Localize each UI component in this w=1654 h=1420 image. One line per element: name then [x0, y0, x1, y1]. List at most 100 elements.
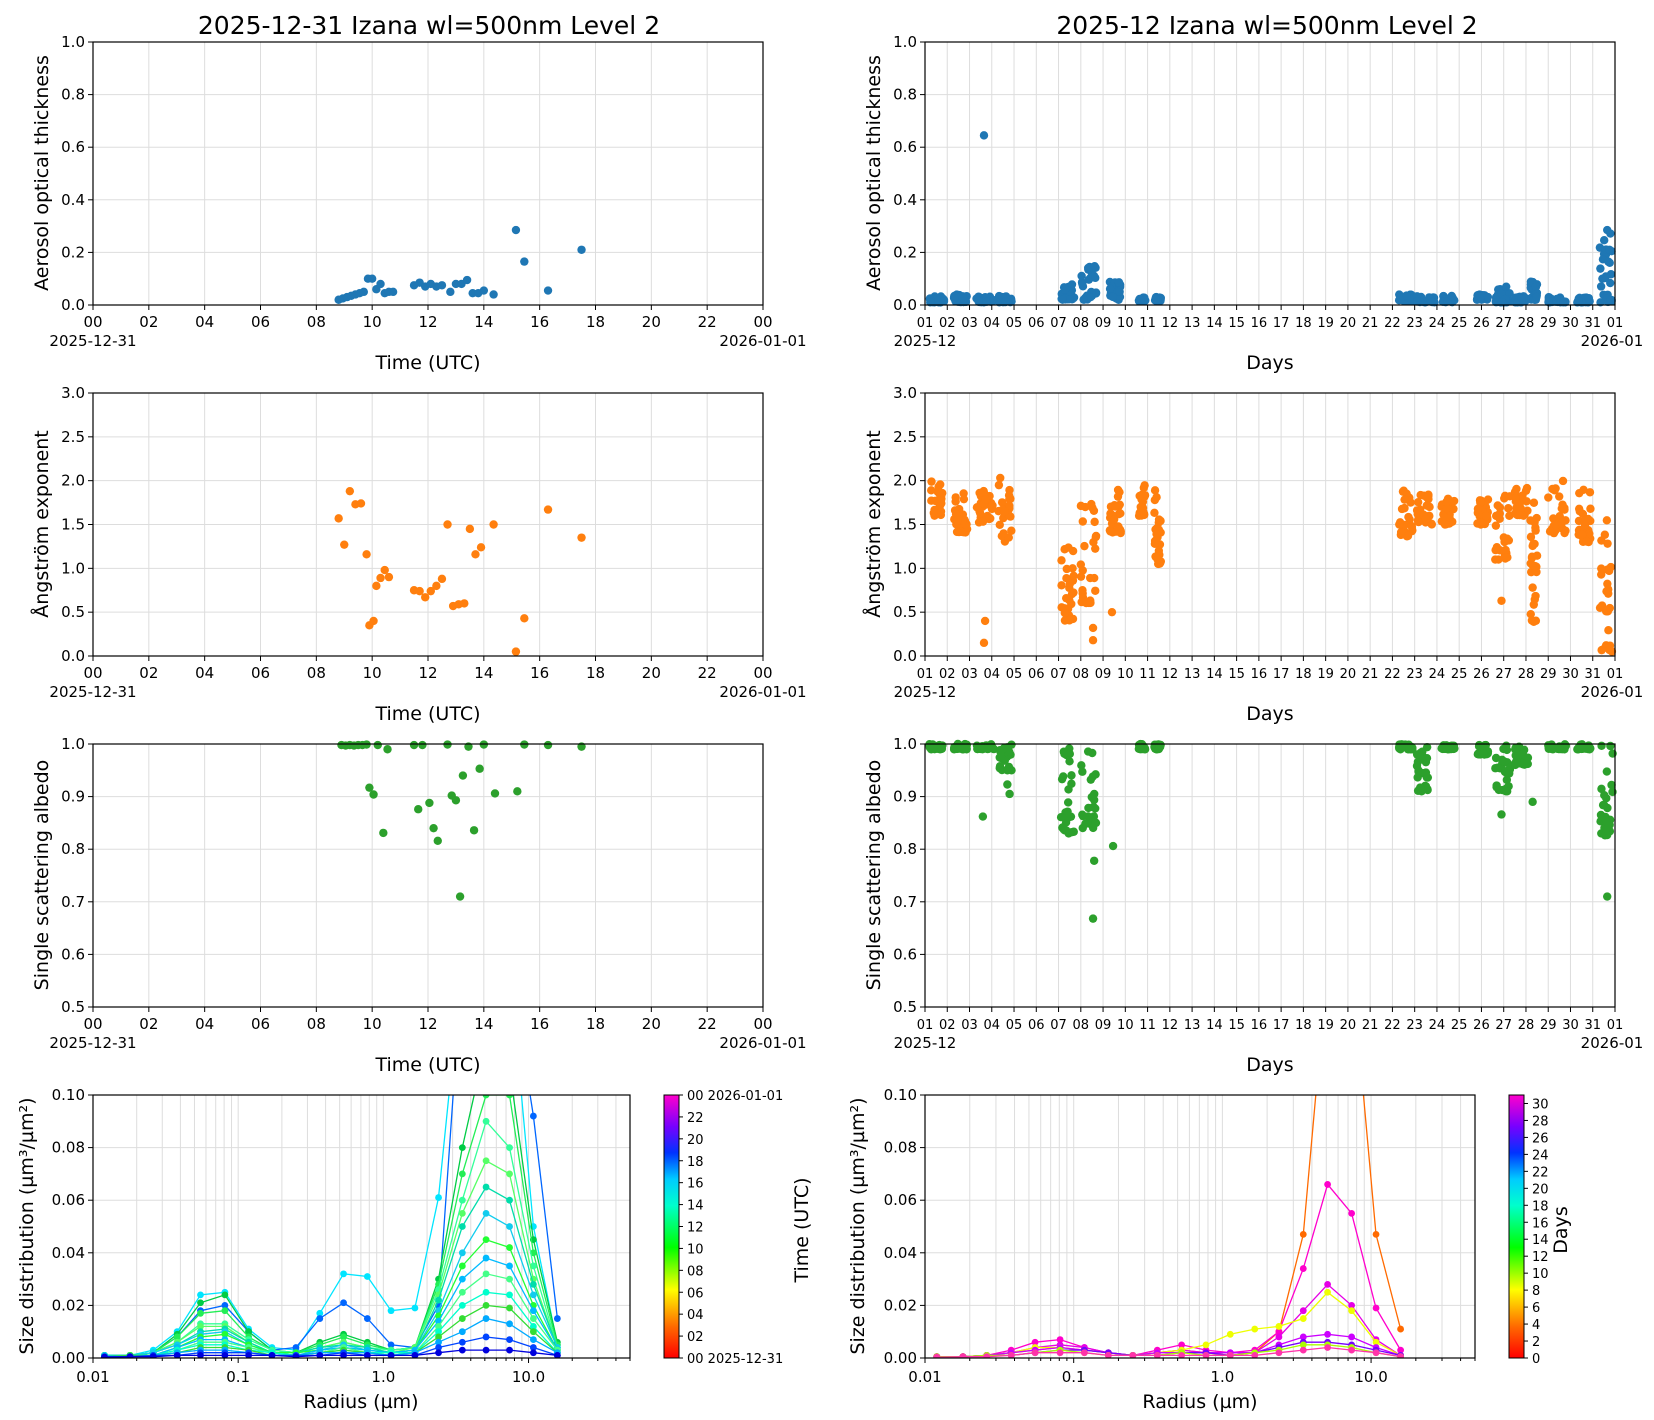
data-point — [1549, 514, 1558, 523]
size-series — [933, 1344, 1405, 1358]
data-point — [972, 503, 982, 512]
x-tick-label: 10 — [1117, 1018, 1134, 1033]
colorbar-gradient — [1508, 1094, 1525, 1359]
data-point — [1530, 518, 1539, 527]
data-point — [1140, 295, 1149, 305]
series-point — [1178, 1341, 1186, 1349]
data-point — [1512, 759, 1522, 768]
data-point — [376, 279, 385, 289]
panel-daily-angstrom: 0.0 0.5 1.0 1.5 2.0 2.5 3.0 00 02 04 06 08 10 12 14 16 1… — [30, 384, 807, 725]
x-tick-label: 21 — [1362, 1018, 1379, 1033]
series-line — [936, 1333, 1401, 1358]
data-point — [988, 501, 997, 510]
data-point — [418, 740, 427, 750]
series-point — [1348, 1209, 1356, 1217]
data-point — [1078, 767, 1087, 776]
x-tick-label: 20 — [1340, 667, 1357, 682]
data-point — [1091, 544, 1100, 553]
colorbar-label: Days — [1550, 1206, 1572, 1253]
series-point — [411, 1351, 419, 1358]
x-tick-label: 08 — [307, 1015, 326, 1033]
y-axis-label: Ångström exponent — [30, 430, 53, 618]
data-point — [1106, 527, 1115, 536]
x-date-end: 2026-01-01 — [719, 683, 806, 701]
y-tick-label: 0.00 — [884, 1349, 917, 1367]
series-point — [268, 1351, 276, 1358]
x-date-end: 2026-01 — [1581, 683, 1644, 701]
x-tick-label: 16 — [1251, 667, 1268, 682]
x-tick-label: 29 — [1540, 1018, 1557, 1033]
x-tick-label: 02 — [939, 667, 956, 682]
data-point — [421, 593, 430, 602]
series-point — [1275, 1333, 1283, 1341]
series-point — [363, 1351, 371, 1358]
x-tick-label: 07 — [1050, 667, 1067, 682]
x-tick-label: 20 — [642, 664, 661, 682]
monthly-title: 2025-12 Izana wl=500nm Level 2 — [1056, 11, 1477, 40]
x-tick-label: 00 — [83, 1015, 102, 1033]
colorbar-tick-label: 4 — [1532, 1318, 1540, 1333]
series-point — [1372, 1304, 1380, 1312]
series-point — [959, 1353, 967, 1358]
data-point — [930, 505, 939, 515]
series-point — [435, 1349, 442, 1357]
data-point — [1450, 744, 1459, 753]
series-point — [316, 1315, 324, 1322]
data-point — [1005, 789, 1014, 799]
y-tick-label: 3.0 — [893, 384, 917, 402]
data-point — [1079, 295, 1088, 304]
series-point — [1324, 1280, 1331, 1288]
data-point — [1602, 793, 1611, 803]
data-point — [936, 507, 946, 516]
data-point — [1069, 571, 1078, 581]
y-tick-label: 0.0 — [893, 296, 917, 314]
y-tick-label: 0.08 — [884, 1139, 917, 1157]
y-tick-label: 0.8 — [61, 840, 85, 858]
series-point — [1299, 1230, 1307, 1238]
data-point — [973, 744, 982, 754]
x-tick-label: 08 — [1073, 667, 1090, 682]
data-point — [1067, 771, 1076, 780]
y-tick-label: 1.0 — [61, 735, 85, 753]
data-point — [511, 225, 521, 235]
series-point — [221, 1330, 229, 1338]
data-point — [1597, 784, 1606, 794]
x-tick-label: 13 — [1184, 1018, 1201, 1033]
data-point — [997, 498, 1007, 507]
series-point — [529, 1307, 537, 1315]
x-date-start: 2025-12 — [894, 1034, 957, 1052]
x-tick-label: 11 — [1139, 316, 1156, 331]
x-tick-label: 02 — [939, 1018, 956, 1033]
y-axis-label: Single scattering albedo — [31, 760, 53, 991]
series-point — [1348, 960, 1355, 967]
data-point — [1152, 493, 1161, 502]
y-axis-label: Aerosol optical thickness — [31, 55, 53, 291]
y-tick-label: 0.8 — [61, 86, 85, 104]
x-tick-label: 12 — [418, 313, 437, 331]
size-series — [933, 1338, 1405, 1358]
y-tick-label: 1.0 — [893, 33, 917, 51]
series-point — [529, 1291, 537, 1299]
data-point — [1560, 528, 1569, 538]
x-tick-label: 05 — [1006, 667, 1023, 682]
colorbar-tick-label: 06 — [687, 1286, 704, 1301]
series-point — [340, 1299, 347, 1307]
data-point — [1056, 812, 1066, 822]
series-point — [458, 1209, 466, 1217]
data-point — [1548, 484, 1557, 494]
y-tick-label: 2.5 — [61, 428, 85, 446]
data-point — [1602, 830, 1612, 840]
data-point — [1555, 512, 1564, 521]
series-line — [104, 1349, 558, 1358]
data-point — [996, 753, 1006, 763]
series-point — [506, 1304, 513, 1312]
colorbar-tick-label: 20 — [1532, 1182, 1549, 1197]
y-tick-label: 0.7 — [893, 893, 917, 911]
series-line — [104, 1186, 559, 1357]
data-point — [1479, 749, 1488, 758]
y-tick-label: 0.5 — [893, 998, 917, 1016]
series-point — [1372, 1338, 1380, 1346]
x-tick-label: 11 — [1139, 667, 1156, 682]
data-point — [1544, 493, 1553, 502]
series-point — [482, 1209, 490, 1217]
